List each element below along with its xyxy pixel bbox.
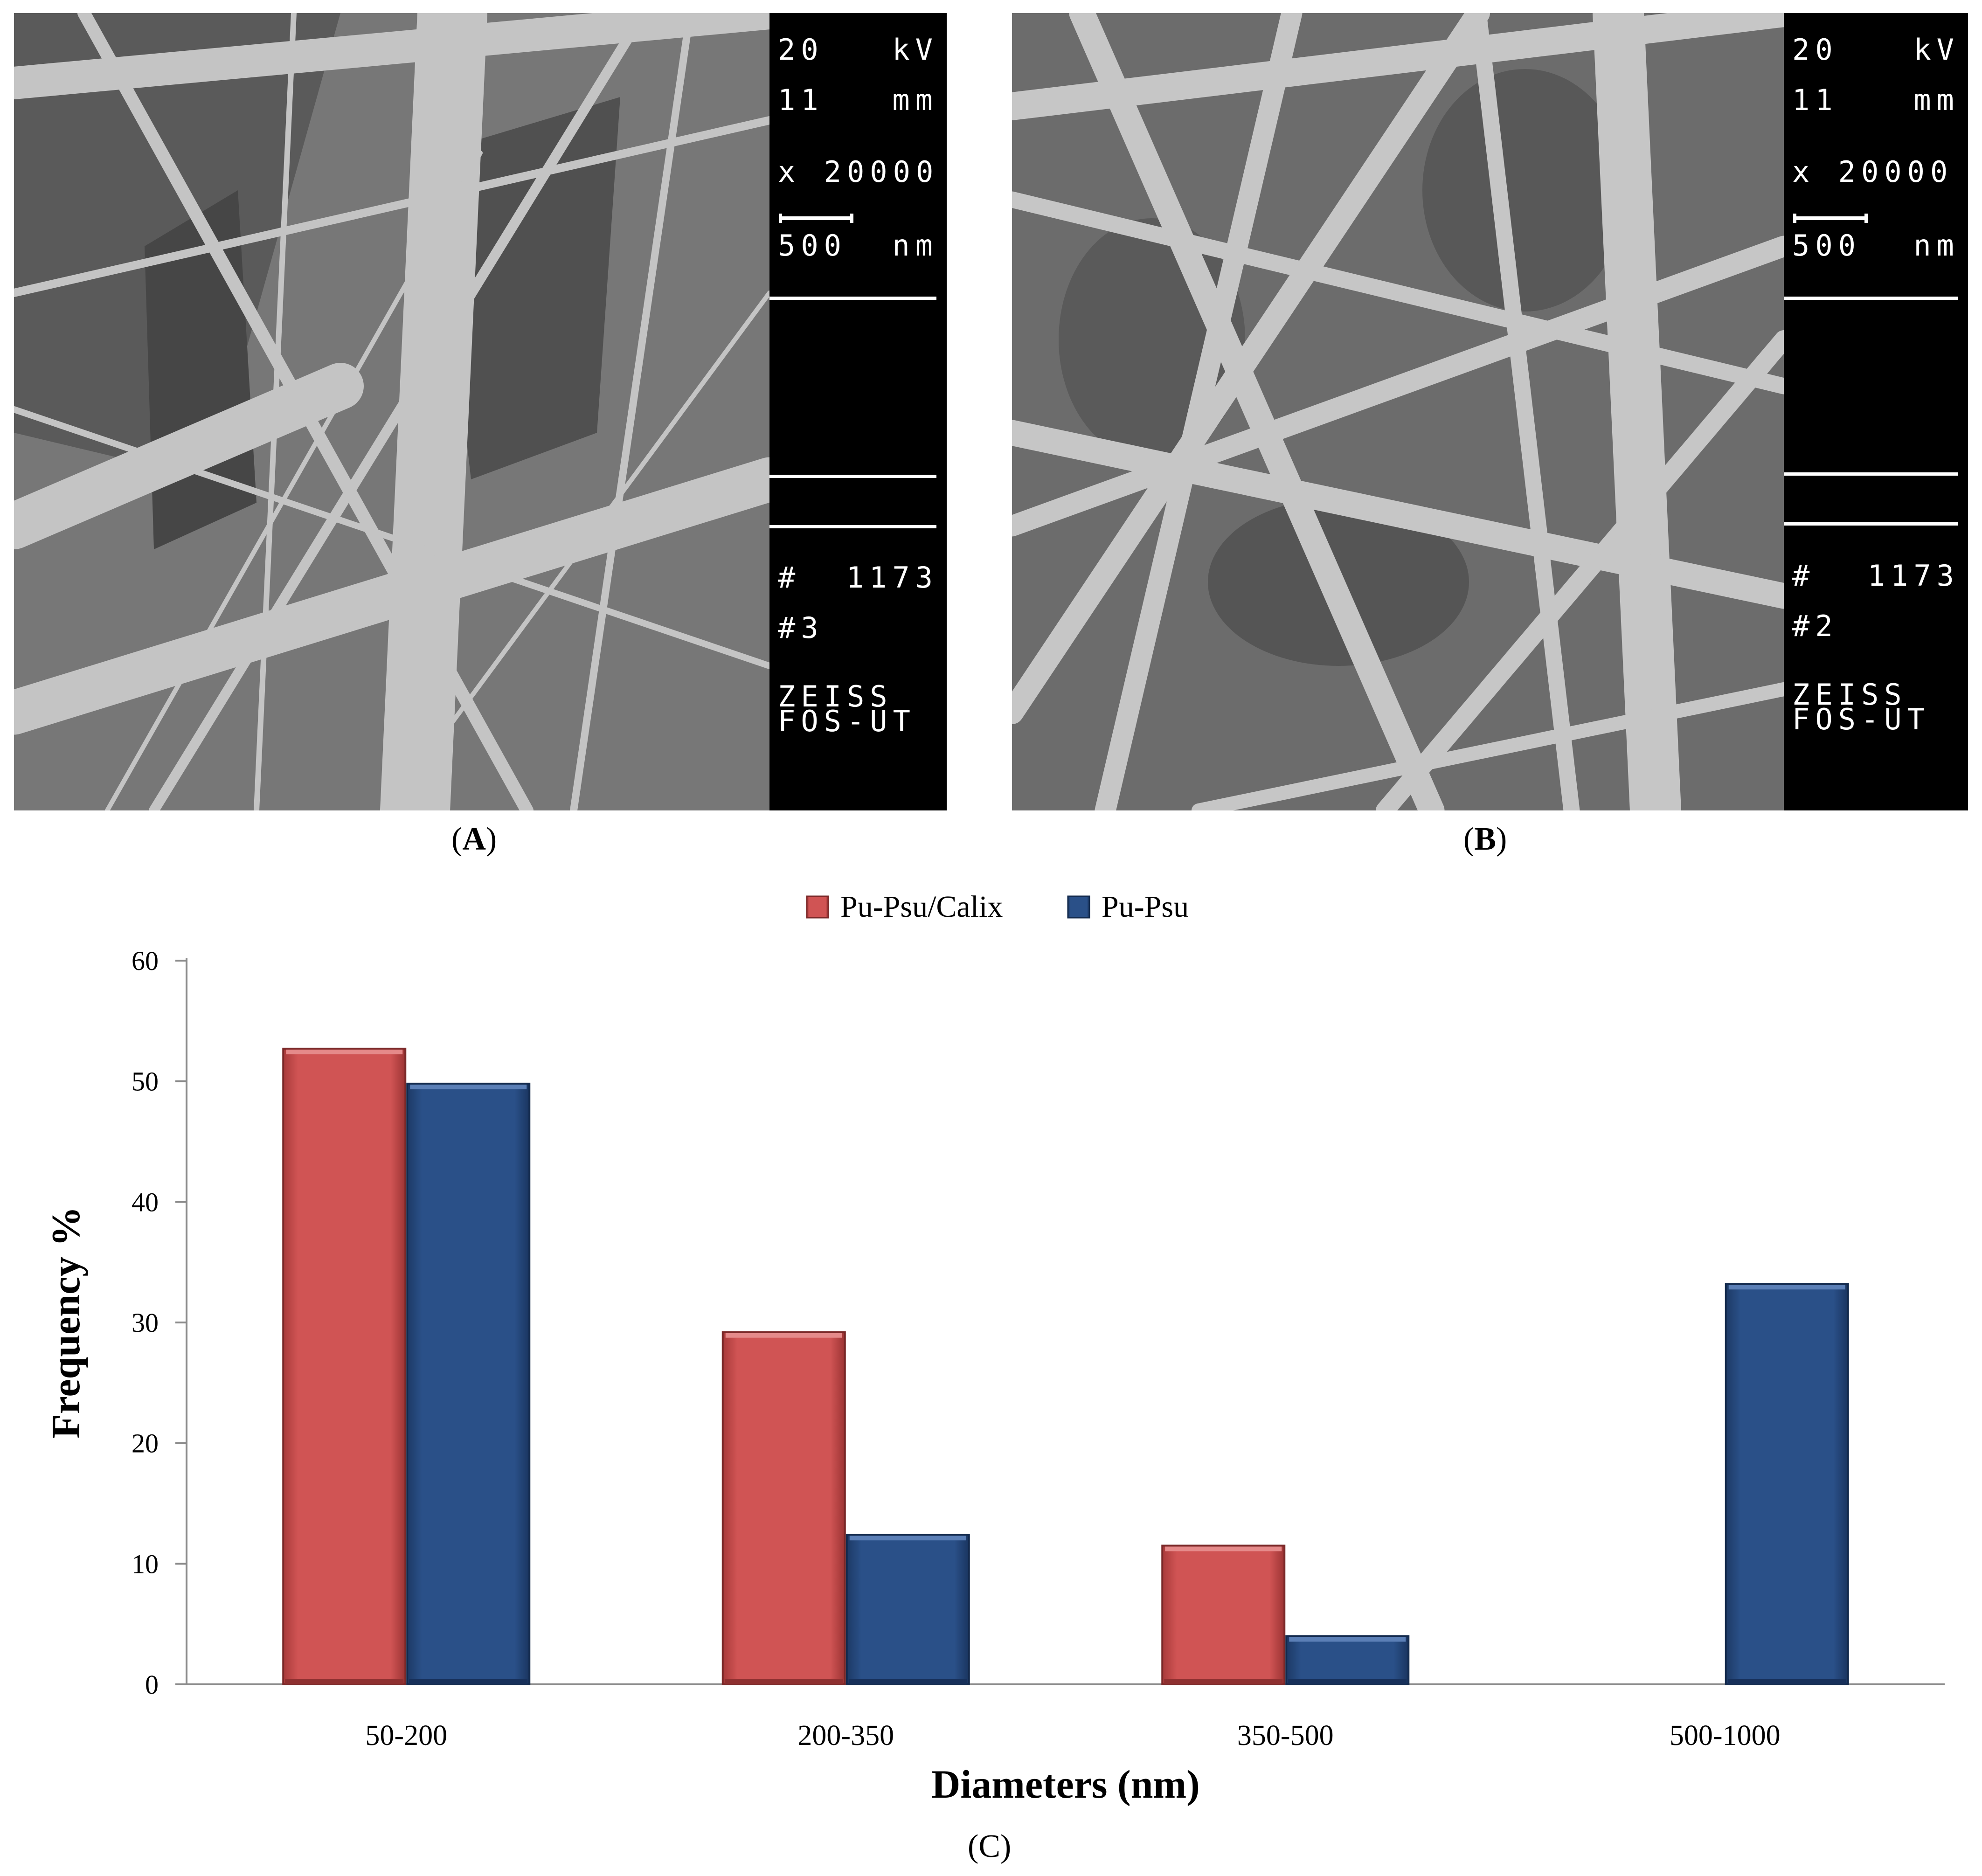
bar <box>406 1082 531 1686</box>
working-distance-unit: mm <box>1913 83 1960 117</box>
magnification: x 20000 <box>1792 155 1954 189</box>
bar-highlight <box>1165 1546 1282 1551</box>
x-tick-label: 500-1000 <box>1670 1720 1781 1751</box>
bar <box>845 1534 970 1685</box>
legend-item: Pu-Psu/Calix <box>806 890 1003 924</box>
bar-fill <box>282 1047 407 1685</box>
bar-base <box>1288 1679 1407 1684</box>
bar-fill <box>845 1534 970 1685</box>
bar-fill <box>406 1082 531 1686</box>
sem-panel-a: 20 kV 11 mm x 20000 500 nm #1173 #3 ZEISS FO… <box>14 13 947 810</box>
chart-labels: 0 10 20 30 40 50 60 50-200 200-350 350-500 500-100… <box>43 946 1781 1807</box>
legend-swatch <box>1067 895 1090 919</box>
bar-highlight <box>410 1084 527 1089</box>
y-tick-label: 50 <box>132 1066 159 1097</box>
image-number: #3 <box>778 611 824 645</box>
working-distance-value: 11 <box>778 83 824 117</box>
sem-databar-a: 20 kV 11 mm x 20000 500 nm #1173 #3 ZEISS FO… <box>769 13 947 810</box>
panel-label-a: (A) <box>451 821 497 857</box>
divider-line <box>769 297 936 300</box>
bar <box>282 1047 407 1685</box>
bar-fill <box>1161 1544 1286 1685</box>
voltage-unit: kV <box>1913 33 1960 67</box>
bar-highlight <box>725 1333 842 1338</box>
y-tick-label: 10 <box>132 1549 159 1579</box>
legend-swatch <box>806 895 829 919</box>
y-tick-label: 60 <box>132 946 159 976</box>
panel-label-c: (C) <box>968 1828 1012 1864</box>
scale-bar <box>1793 214 1868 223</box>
id-hash: # <box>1792 559 1816 593</box>
maker-line-1: ZEISS <box>778 679 893 713</box>
bar-base <box>409 1679 528 1684</box>
frequency-bar-chart: Pu-Psu/Calix Pu-Psu 0 10 20 30 40 50 60 50-200 20… <box>43 890 1945 1807</box>
bar-base <box>1727 1679 1846 1684</box>
x-tick-label: 50-200 <box>365 1720 447 1751</box>
image-number: #2 <box>1792 609 1838 643</box>
maker-line-2: FOS-UT <box>1792 702 1930 736</box>
legend-label: Pu-Psu/Calix <box>840 890 1003 924</box>
maker-line-1: ZEISS <box>1792 678 1907 712</box>
working-distance-unit: mm <box>892 83 938 117</box>
legend-item: Pu-Psu <box>1067 890 1189 924</box>
voltage-value: 20 <box>1792 33 1838 67</box>
bar-fill <box>1725 1283 1849 1685</box>
sem-databar-b: 20 kV 11 mm x 20000 500 nm #1173 #2 ZEISS FO… <box>1784 13 1968 810</box>
divider-line <box>1784 522 1958 526</box>
bar-base <box>848 1679 967 1684</box>
bar <box>1161 1544 1286 1685</box>
y-axis-title: Frequency % <box>43 1206 88 1439</box>
maker-line-2: FOS-UT <box>778 704 916 738</box>
bar-highlight <box>849 1536 966 1541</box>
divider-line <box>1784 472 1958 476</box>
sem-micrograph-b <box>1012 13 1784 810</box>
voltage-value: 20 <box>778 33 824 67</box>
scale-value: 500 <box>1792 228 1861 263</box>
scale-bar <box>779 214 853 223</box>
chart-legend: Pu-Psu/Calix Pu-Psu <box>806 890 1189 924</box>
divider-line <box>769 525 936 528</box>
scale-value: 500 <box>778 228 847 263</box>
bar-highlight <box>1728 1285 1845 1290</box>
voltage-unit: kV <box>892 33 938 67</box>
scale-unit: nm <box>1913 228 1960 263</box>
divider-line <box>1784 297 1958 300</box>
panel-label-b: (B) <box>1463 821 1507 857</box>
bar-base <box>285 1679 404 1684</box>
magnification: x 20000 <box>778 155 939 189</box>
y-tick-label: 30 <box>132 1308 159 1338</box>
chart-bars <box>282 1047 1849 1686</box>
sem-micrograph-a <box>14 13 769 810</box>
bar-base <box>724 1679 843 1684</box>
bar-fill <box>1285 1635 1410 1685</box>
bar <box>1285 1635 1410 1685</box>
bar-fill <box>721 1331 846 1685</box>
x-tick-label: 200-350 <box>797 1720 894 1751</box>
y-tick-label: 20 <box>132 1428 159 1459</box>
bar <box>1725 1283 1849 1685</box>
y-tick-label: 0 <box>145 1669 159 1700</box>
x-tick-label: 350-500 <box>1237 1720 1334 1751</box>
sem-panel-b: 20 kV 11 mm x 20000 500 nm #1173 #2 ZEISS FO… <box>1012 13 1968 810</box>
x-axis-title: Diameters (nm) <box>931 1762 1200 1807</box>
bar-base <box>1164 1679 1283 1684</box>
bar <box>721 1331 846 1685</box>
y-tick-label: 40 <box>132 1187 159 1217</box>
legend-label: Pu-Psu <box>1102 890 1189 924</box>
bar-highlight <box>1289 1637 1406 1642</box>
divider-line <box>769 475 936 478</box>
bar-highlight <box>286 1049 403 1054</box>
working-distance-value: 11 <box>1792 83 1838 117</box>
id-value: 1173 <box>846 561 938 595</box>
id-value: 1173 <box>1867 559 1960 593</box>
id-hash: # <box>778 561 801 595</box>
scale-unit: nm <box>892 228 938 263</box>
